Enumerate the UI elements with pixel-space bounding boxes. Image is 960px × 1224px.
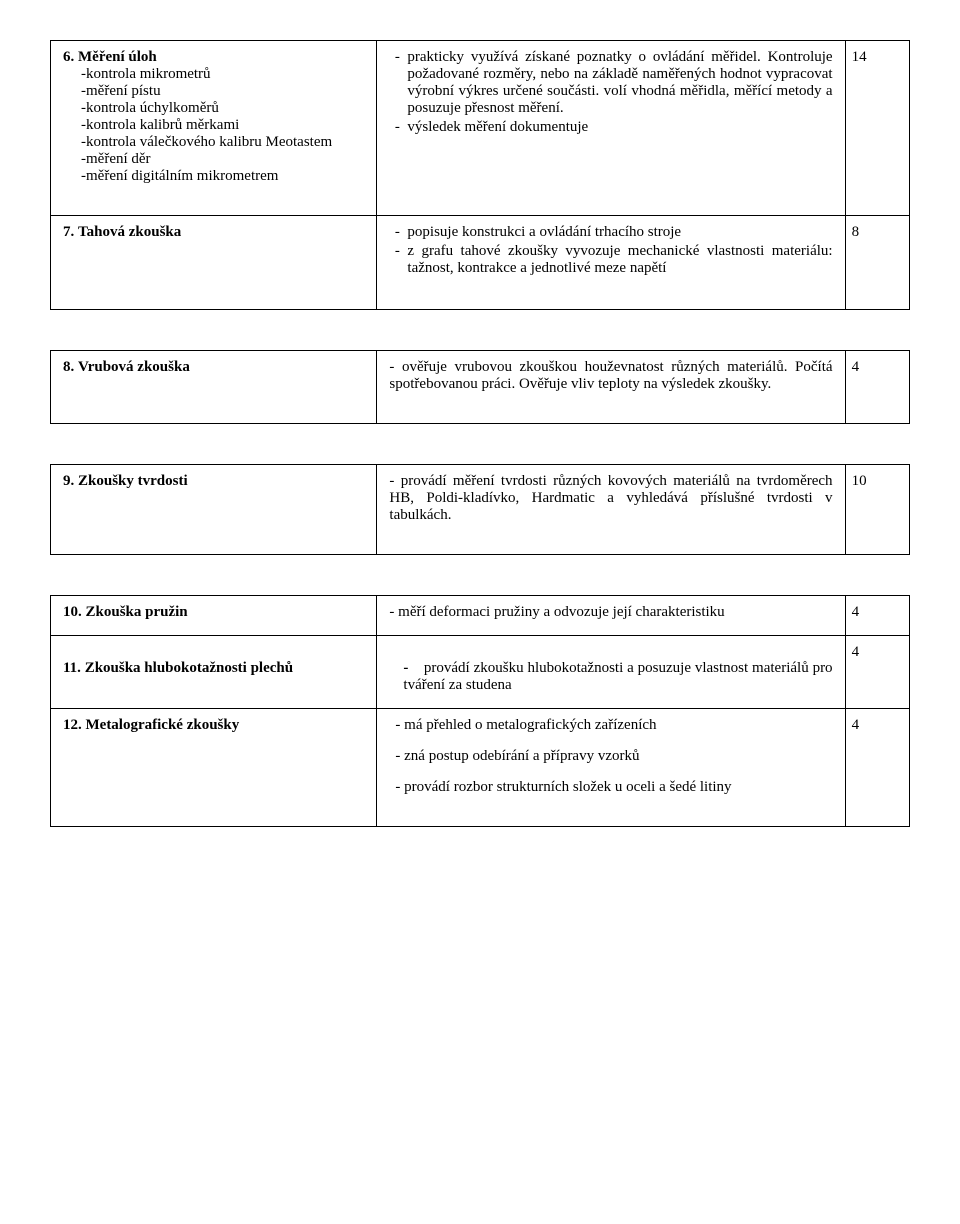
- outcome-cell: - má přehled o metalografických zařízení…: [377, 709, 845, 827]
- topic-number: 10.: [63, 604, 82, 620]
- hours-cell: 10: [845, 465, 909, 555]
- topic-number: 7.: [63, 224, 74, 240]
- topic-sub: -kontrola válečkového kalibru Meotastem: [81, 134, 364, 151]
- hours-cell: 14: [845, 41, 909, 216]
- topic-sub: -měření pístu: [81, 83, 364, 100]
- curriculum-table-2: 8. Vrubová zkouška - ověřuje vrubovou zk…: [50, 350, 910, 424]
- outcome-item: z grafu tahové zkoušky vyvozuje mechanic…: [407, 243, 832, 277]
- hours-cell: 4: [845, 351, 909, 424]
- outcome-item: - provádí zkoušku hlubokotažnosti a posu…: [389, 660, 832, 694]
- topic-title: Vrubová zkouška: [78, 359, 190, 375]
- table-row: 7. Tahová zkouška popisuje konstrukci a …: [51, 216, 910, 310]
- outcome-cell: prakticky využívá získané poznatky o ovl…: [377, 41, 845, 216]
- topic-number: 12.: [63, 717, 82, 733]
- topic-number: 11.: [63, 660, 81, 676]
- curriculum-table-3: 9. Zkoušky tvrdosti - provádí měření tvr…: [50, 464, 910, 555]
- outcome-item: - provádí rozbor strukturních složek u o…: [389, 779, 832, 796]
- outcome-item: - má přehled o metalografických zařízení…: [389, 717, 832, 734]
- hours-cell: 8: [845, 216, 909, 310]
- table-row: 8. Vrubová zkouška - ověřuje vrubovou zk…: [51, 351, 910, 424]
- topic-sub: -měření děr: [81, 151, 364, 168]
- outcome-item: výsledek měření dokumentuje: [407, 119, 832, 136]
- topic-number: 8.: [63, 359, 74, 375]
- topic-number: 9.: [63, 473, 74, 489]
- topic-cell: 12. Metalografické zkoušky: [51, 709, 377, 827]
- spacer: [389, 734, 832, 748]
- outcome-cell: - měří deformaci pružiny a odvozuje její…: [377, 596, 845, 636]
- outcome-cell: - ověřuje vrubovou zkouškou houževnatost…: [377, 351, 845, 424]
- outcome-text: provádí zkoušku hlubokotažnosti a posuzu…: [403, 660, 832, 693]
- outcome-list: prakticky využívá získané poznatky o ovl…: [389, 49, 832, 136]
- table-row: 10. Zkouška pružin - měří deformaci pruž…: [51, 596, 910, 636]
- outcome-cell: popisuje konstrukci a ovládání trhacího …: [377, 216, 845, 310]
- outcome-cell: - provádí zkoušku hlubokotažnosti a posu…: [377, 636, 845, 709]
- topic-cell: 8. Vrubová zkouška: [51, 351, 377, 424]
- topic-title: Zkouška hlubokotažnosti plechů: [85, 660, 293, 676]
- topic-sub: -měření digitálním mikrometrem: [81, 168, 364, 185]
- topic-cell: 9. Zkoušky tvrdosti: [51, 465, 377, 555]
- table-row: 6. Měření úloh -kontrola mikrometrů -měř…: [51, 41, 910, 216]
- topic-cell: 6. Měření úloh -kontrola mikrometrů -měř…: [51, 41, 377, 216]
- curriculum-table-1: 6. Měření úloh -kontrola mikrometrů -měř…: [50, 40, 910, 310]
- topic-title: Metalografické zkoušky: [86, 717, 240, 733]
- topic-title: Tahová zkouška: [78, 224, 181, 240]
- curriculum-table-4: 10. Zkouška pružin - měří deformaci pruž…: [50, 595, 910, 827]
- outcome-item: popisuje konstrukci a ovládání trhacího …: [407, 224, 832, 241]
- table-row: 11. Zkouška hlubokotažnosti plechů - pro…: [51, 636, 910, 709]
- outcome-item: - zná postup odebírání a přípravy vzorků: [389, 748, 832, 765]
- topic-number: 6.: [63, 49, 74, 65]
- outcome-list: popisuje konstrukci a ovládání trhacího …: [389, 224, 832, 277]
- topic-cell: 7. Tahová zkouška: [51, 216, 377, 310]
- topic-title: Zkouška pružin: [86, 604, 188, 620]
- topic-cell: 11. Zkouška hlubokotažnosti plechů: [51, 636, 377, 709]
- topic-title: Zkoušky tvrdosti: [78, 473, 188, 489]
- table-row: 9. Zkoušky tvrdosti - provádí měření tvr…: [51, 465, 910, 555]
- outcome-cell: - provádí měření tvrdosti různých kovový…: [377, 465, 845, 555]
- spacer: [389, 765, 832, 779]
- hours-cell: 4: [845, 709, 909, 827]
- outcome-item: prakticky využívá získané poznatky o ovl…: [407, 49, 832, 117]
- hours-cell: 4: [845, 596, 909, 636]
- topic-title: Měření úloh: [78, 49, 157, 65]
- topic-sub: -kontrola úchylkoměrů: [81, 100, 364, 117]
- hours-cell: 4: [845, 636, 909, 709]
- topic-sub: -kontrola kalibrů měrkami: [81, 117, 364, 134]
- topic-sub: -kontrola mikrometrů: [81, 66, 364, 83]
- topic-cell: 10. Zkouška pružin: [51, 596, 377, 636]
- table-row: 12. Metalografické zkoušky - má přehled …: [51, 709, 910, 827]
